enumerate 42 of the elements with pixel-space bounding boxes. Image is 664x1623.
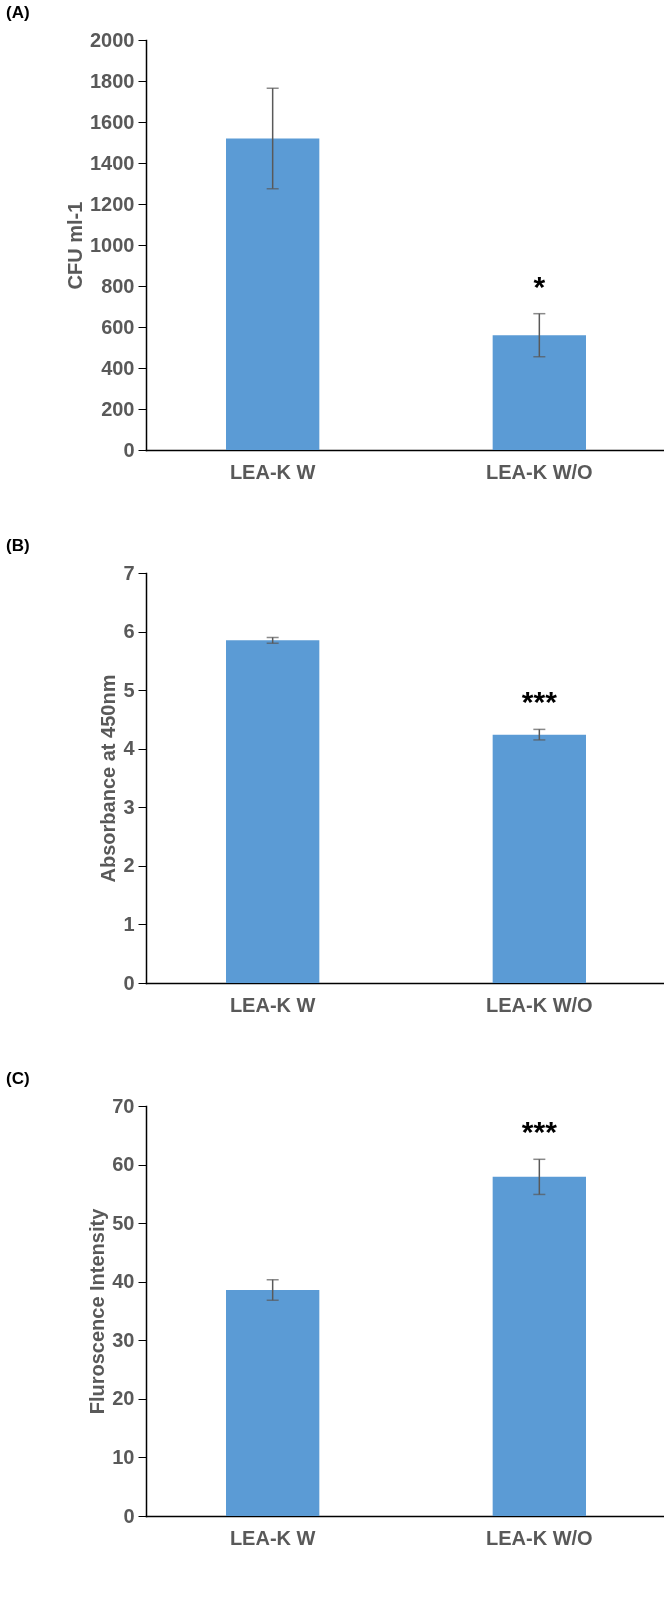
y-tick-label: 800 bbox=[101, 274, 135, 297]
x-tick-label: LEA-K W bbox=[229, 1526, 316, 1549]
y-tick-label: 200 bbox=[101, 397, 135, 420]
y-tick-label: 30 bbox=[112, 1328, 135, 1351]
y-tick-label: 2000 bbox=[90, 28, 135, 51]
y-tick-label: 40 bbox=[112, 1270, 135, 1293]
y-tick-label: 6 bbox=[123, 620, 135, 643]
y-tick-label: 0 bbox=[123, 971, 135, 994]
y-tick-label: 1200 bbox=[90, 192, 135, 215]
y-tick-label: 1800 bbox=[90, 69, 135, 92]
y-axis-title: Absorbance at 450nm bbox=[97, 674, 120, 883]
y-tick-label: 0 bbox=[123, 438, 135, 461]
y-tick-label: 1600 bbox=[90, 110, 135, 133]
y-tick-label: 1 bbox=[123, 912, 135, 935]
y-tick-label: 20 bbox=[112, 1387, 135, 1410]
y-tick-label: 4 bbox=[123, 737, 136, 760]
y-tick-label: 2 bbox=[123, 854, 135, 877]
y-tick-label: 50 bbox=[112, 1211, 135, 1234]
x-tick-label: LEA-K W bbox=[229, 460, 316, 483]
y-tick-label: 600 bbox=[101, 315, 135, 338]
y-tick-label: 70 bbox=[112, 1094, 135, 1117]
y-tick-label: 60 bbox=[112, 1153, 135, 1176]
y-axis-title: Fluroscence Intensity bbox=[86, 1207, 109, 1415]
chart-title: (A) bbox=[6, 3, 30, 22]
x-tick-label: LEA-K W bbox=[229, 993, 316, 1016]
chart-title: (C) bbox=[6, 1069, 30, 1088]
y-tick-label: 1400 bbox=[90, 151, 135, 174]
y-tick-label: 10 bbox=[112, 1445, 135, 1468]
y-tick-label: 7 bbox=[123, 561, 135, 584]
chart-title: (B) bbox=[6, 536, 30, 555]
y-tick-label: 0 bbox=[123, 1504, 135, 1527]
x-tick-label: LEA-K W/O bbox=[486, 993, 593, 1016]
y-tick-label: 1000 bbox=[90, 233, 135, 256]
annotation: *** bbox=[521, 685, 558, 719]
y-tick-label: 3 bbox=[123, 795, 135, 818]
x-tick-label: LEA-K W/O bbox=[486, 460, 593, 483]
annotation: * bbox=[533, 269, 546, 303]
y-tick-label: 400 bbox=[101, 356, 135, 379]
x-tick-label: LEA-K W/O bbox=[486, 1526, 593, 1549]
annotation: *** bbox=[521, 1115, 558, 1149]
y-tick-label: 5 bbox=[123, 678, 135, 701]
y-axis-title: CFU ml-1 bbox=[64, 201, 87, 290]
